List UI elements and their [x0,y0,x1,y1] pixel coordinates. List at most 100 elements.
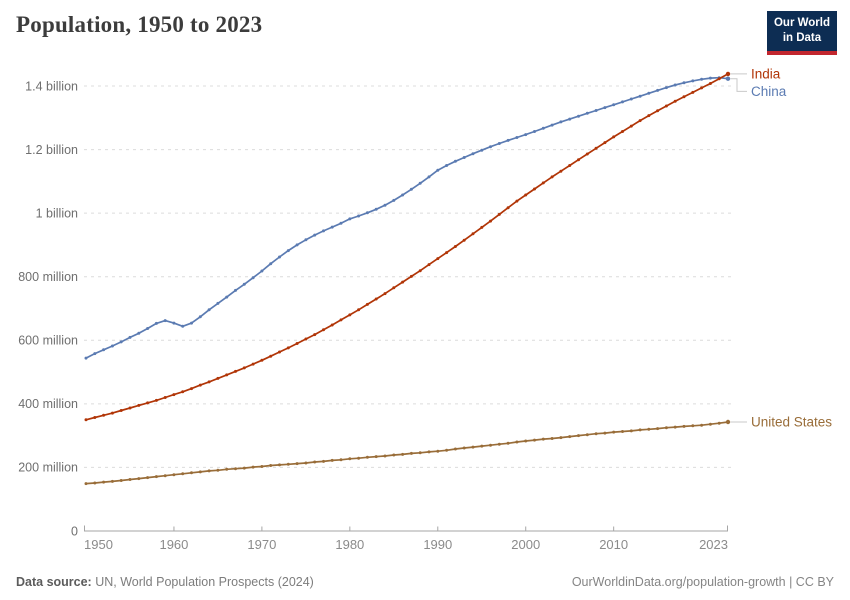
china-point [550,123,554,127]
china-point [647,91,651,95]
india-point [577,158,580,162]
india-point [146,401,150,405]
footer-citation-link[interactable]: OurWorldinData.org/population-growth | C… [571,575,834,589]
india-point [568,164,572,167]
united-states-point [418,451,422,455]
india-point [295,342,299,345]
india-point [269,354,273,358]
united-states-point [427,450,431,454]
china-point [216,301,220,305]
united-states-point [453,447,457,451]
india-point [515,199,519,203]
india-point [374,297,378,301]
india-point [198,383,202,387]
china-point [348,217,352,221]
united-states-point [708,422,712,426]
united-states-point [383,454,387,458]
china-point [725,76,731,81]
united-states-point [269,464,273,467]
china-point [612,103,616,107]
india-point [497,212,501,216]
china-point [330,225,334,229]
x-tick-label: 2000 [511,537,540,552]
india-point [691,90,695,94]
united-states-point [84,482,88,486]
india-point [357,308,361,312]
united-states-point [295,462,299,466]
owid-logo[interactable]: Our World in Data [766,11,837,55]
x-tick-label: 1960 [159,537,188,552]
china-point [708,76,712,80]
china-point [260,269,264,273]
united-states-point [647,427,651,431]
united-states-point [207,469,211,473]
china-legend-label[interactable]: China [751,84,787,99]
china-point [190,321,193,325]
china-line[interactable] [85,76,729,359]
india-point [392,286,396,290]
china-point [664,86,668,90]
india-point [251,362,255,366]
china-point [524,133,528,137]
owid-logo-line1: Our World [773,17,830,29]
united-states-point [621,430,624,433]
india-point [559,169,563,173]
china-point [365,211,369,215]
china-point [638,94,642,98]
united-states-point [190,471,193,475]
china-point [577,114,580,118]
india-legend-label[interactable]: India [751,66,781,81]
united-states-point [409,451,413,455]
y-tick-label: 1.4 billion [25,79,78,93]
india-point [119,409,123,412]
china-point [497,142,501,145]
united-states-point [725,419,731,425]
india-point [137,403,141,407]
china-point [251,276,255,280]
china-point [225,295,229,299]
india-line[interactable] [85,73,729,421]
india-point [489,219,492,223]
united-states-point [225,467,229,471]
india-point [603,141,607,145]
india-point [445,251,449,255]
china-point [278,255,281,259]
india-point [656,109,660,113]
china-point [146,327,150,330]
china-point [603,106,607,110]
india-point [286,346,290,350]
united-states-point [717,421,721,425]
india-point [647,114,651,118]
china-point [269,262,273,266]
india-point [172,393,176,397]
china-point [110,344,114,348]
page-title: Population, 1950 to 2023 [16,12,263,37]
china-point [409,187,413,191]
united-states-point [603,431,607,435]
china-point [242,282,246,286]
x-tick-label: 2010 [599,537,628,552]
china-point [198,315,202,319]
data-source: Data source: UN, World Population Prospe… [16,575,314,589]
china-point [339,221,343,225]
china-point [374,207,378,211]
united-states-point [550,437,554,440]
united-states-point [673,425,677,429]
united-states-point [691,424,695,428]
india-point [102,413,106,417]
united-states-point [198,470,202,474]
united-states-legend-label[interactable]: United States [751,414,832,429]
india-point [322,328,325,332]
united-states-point [322,459,325,463]
china-point [286,249,290,253]
y-tick-label: 600 million [18,334,78,348]
china-point [181,324,185,328]
united-states-point [524,439,528,443]
united-states-point [462,446,466,450]
united-states-point [357,456,361,460]
china-point [621,100,624,104]
china-point [392,198,396,202]
united-states-point [585,433,589,437]
data-source-text: UN, World Population Prospects (2024) [95,575,314,589]
